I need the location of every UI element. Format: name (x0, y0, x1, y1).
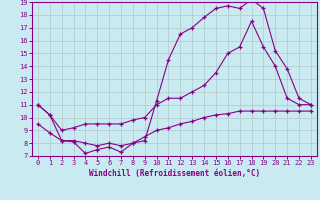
X-axis label: Windchill (Refroidissement éolien,°C): Windchill (Refroidissement éolien,°C) (89, 169, 260, 178)
